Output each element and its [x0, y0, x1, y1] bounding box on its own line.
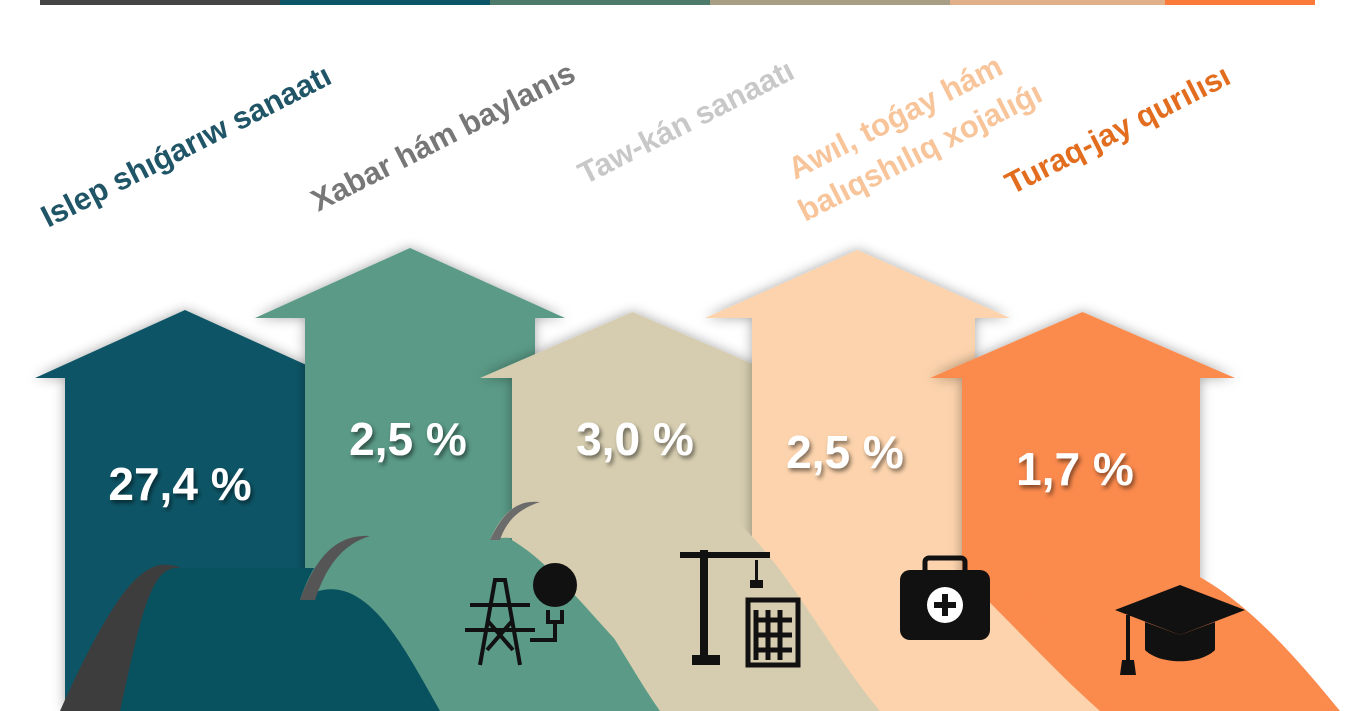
icon-medkit — [900, 555, 990, 640]
icon-power — [465, 563, 577, 666]
category-label: Turaq-jay qurılısı — [999, 58, 1235, 202]
category-label: Islep shıǵarıw sanaatı — [35, 58, 336, 235]
value-label: 27,4 % — [108, 458, 251, 510]
icon-crane — [680, 550, 801, 668]
top-strip — [40, 0, 1315, 5]
value-label: 2,5 % — [349, 413, 467, 465]
value-label: 3,0 % — [576, 413, 694, 465]
icon-graduation-cap — [1115, 585, 1245, 675]
value-label: 2,5 % — [786, 426, 904, 478]
value-label: 1,7 % — [1016, 443, 1134, 495]
category-label: Xabar hám baylanıs — [305, 55, 580, 218]
category-label: Taw-kán sanaatı — [572, 52, 799, 191]
